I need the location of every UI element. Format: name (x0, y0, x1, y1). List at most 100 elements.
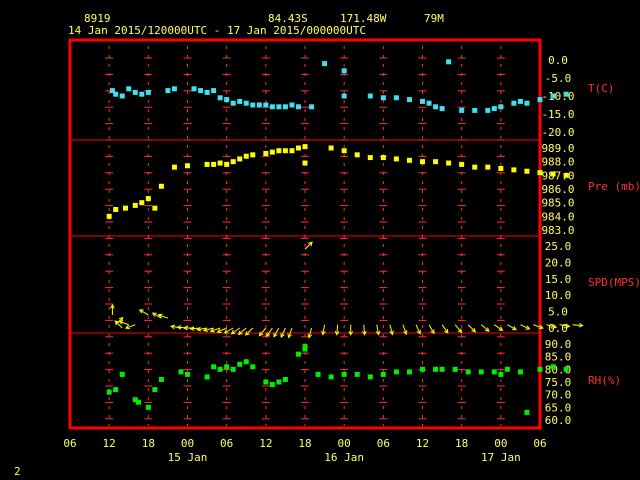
wind-arrow (114, 320, 123, 329)
data-point (504, 366, 510, 372)
data-point (452, 366, 458, 372)
data-point (295, 351, 301, 357)
data-point (263, 102, 269, 108)
data-point (224, 161, 230, 167)
y-tick-label: 15.0 (545, 273, 572, 286)
wind-arrow-head (266, 332, 271, 338)
data-point (491, 369, 497, 375)
data-point (315, 371, 321, 377)
wind-arrow (454, 324, 462, 333)
wind-arrow (125, 324, 136, 329)
data-point (263, 379, 269, 385)
data-point (511, 167, 517, 173)
wind-arrow-head (512, 326, 517, 331)
data-point (119, 371, 125, 377)
data-point (224, 97, 230, 103)
wind-arrow-head (176, 325, 182, 330)
wind-arrow (266, 327, 273, 337)
y-tick-label: 75.0 (545, 376, 572, 389)
wind-arrow-head (334, 330, 340, 336)
data-point (230, 366, 236, 372)
y-tick-label: 90.0 (545, 338, 572, 351)
wind-arrow (467, 324, 476, 333)
y-tick-label: 70.0 (545, 389, 572, 402)
data-point (420, 98, 425, 104)
data-point (185, 371, 190, 377)
data-point (217, 366, 223, 372)
data-point (217, 160, 223, 166)
wind-arrow (224, 327, 234, 334)
wind-arrow (559, 324, 570, 327)
x-tick-label: 00 (494, 437, 507, 450)
data-point (433, 104, 439, 110)
data-point (517, 98, 523, 104)
data-point (211, 364, 217, 370)
wind-arrow-head (223, 329, 229, 334)
data-point (380, 155, 386, 161)
x-tick-label: 12 (416, 437, 429, 450)
data-point (295, 104, 301, 110)
data-point (406, 157, 412, 163)
y-tick-label: 985.0 (541, 197, 574, 210)
data-point (243, 100, 249, 106)
wind-arrow (273, 327, 280, 337)
y-tick-label: 20.0 (545, 256, 572, 269)
y-tick-label: 989.0 (541, 142, 574, 155)
x-tick-label: 18 (455, 437, 468, 450)
data-point (158, 376, 164, 382)
wind-arrow (231, 327, 241, 335)
wind-arrow-head (321, 330, 326, 336)
data-point (145, 89, 151, 95)
wind-arrow (572, 324, 583, 327)
data-point (282, 148, 288, 154)
wind-arrow-head (308, 241, 313, 247)
data-point (439, 106, 445, 112)
wind-arrow-head (280, 333, 285, 339)
x-tick-label: 18 (142, 437, 155, 450)
data-point (537, 170, 543, 176)
wind-arrow-head (578, 322, 584, 328)
wind-arrow (280, 327, 286, 338)
y-tick-label: 987.0 (541, 169, 574, 182)
data-point (139, 91, 145, 97)
wind-arrow (304, 241, 313, 250)
wind-arrow (546, 324, 557, 328)
x-tick-label: 06 (377, 437, 390, 450)
x-tick-label: 00 (338, 437, 351, 450)
data-point (406, 369, 412, 375)
wind-arrow-head (202, 327, 208, 333)
data-point (178, 369, 184, 375)
wind-arrow-head (484, 327, 490, 332)
panel-name: SPD(MPS) (588, 276, 640, 289)
data-point (158, 183, 164, 189)
data-point (113, 207, 119, 212)
data-point (132, 202, 138, 208)
data-point (446, 59, 452, 65)
wind-arrow (197, 327, 208, 331)
data-point (341, 93, 347, 99)
data-point (393, 95, 399, 101)
wind-arrow (402, 324, 407, 335)
data-point (198, 88, 204, 94)
longitude: 171.48W (340, 12, 387, 25)
page-number: 2 (14, 465, 21, 478)
wind-arrow (363, 324, 366, 335)
data-point (230, 100, 236, 106)
data-point (459, 161, 465, 167)
wind-arrow-head (216, 328, 222, 333)
wind-arrow-head (196, 326, 202, 332)
data-point (126, 86, 132, 92)
wind-arrow-head (430, 329, 435, 335)
x-tick-label: 18 (298, 437, 311, 450)
data-point (393, 156, 399, 162)
wind-arrow (217, 327, 227, 333)
data-point (250, 152, 256, 158)
plot-frame (68, 38, 542, 430)
data-point (446, 160, 452, 166)
data-point (269, 382, 275, 388)
data-point (420, 159, 425, 165)
data-point (109, 88, 115, 94)
data-point (145, 196, 151, 202)
data-point (563, 172, 569, 178)
